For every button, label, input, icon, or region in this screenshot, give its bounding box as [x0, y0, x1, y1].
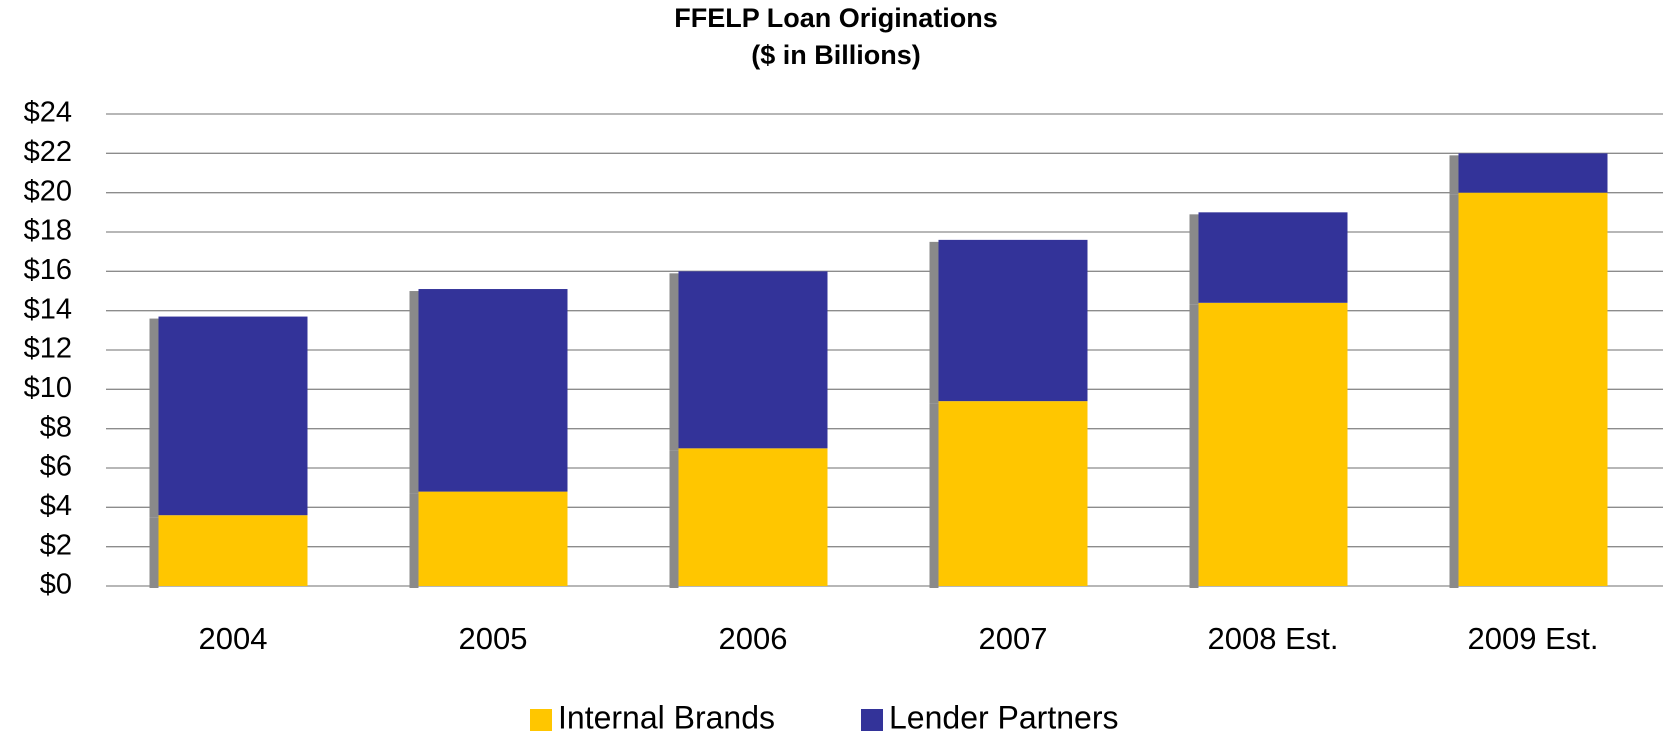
x-tick-label: 2009 Est.: [1468, 621, 1599, 656]
bar-segment: [1198, 302, 1348, 586]
legend-label: Lender Partners: [889, 699, 1118, 735]
legend-swatch: [530, 709, 552, 731]
x-tick-label: 2004: [199, 621, 268, 656]
bar-segment: [418, 289, 568, 492]
x-tick-label: 2005: [459, 621, 528, 656]
bar-shadow: [1449, 155, 1459, 195]
bar-shadow: [149, 517, 159, 588]
bar-segment: [678, 448, 828, 586]
y-tick-label: $10: [24, 372, 72, 404]
bar-segment: [1458, 153, 1608, 193]
bar-shadow: [929, 241, 939, 404]
y-tick-label: $12: [24, 333, 72, 365]
y-tick-label: $0: [40, 569, 72, 601]
bar-shadow: [1449, 194, 1459, 588]
bar-segment: [1198, 212, 1348, 303]
legend-swatch: [861, 709, 883, 731]
bar-segment: [1458, 192, 1608, 586]
bar-shadow: [149, 318, 159, 518]
y-tick-label: $20: [24, 175, 72, 207]
bar-shadow: [929, 403, 939, 588]
y-tick-label: $14: [24, 293, 72, 325]
bar-shadow: [1189, 214, 1199, 305]
y-tick-label: $4: [40, 490, 72, 522]
y-tick-label: $2: [40, 529, 72, 561]
bar-segment: [678, 271, 828, 449]
bar-segment: [938, 401, 1088, 586]
bar-shadow: [669, 450, 679, 588]
bar-shadow: [409, 291, 419, 494]
bar-shadow: [1189, 304, 1199, 588]
bar-shadow: [669, 273, 679, 451]
y-tick-label: $18: [24, 215, 72, 247]
x-tick-label: 2006: [719, 621, 788, 656]
y-tick-label: $8: [40, 411, 72, 443]
bar-segment: [938, 239, 1088, 402]
bar-segment: [158, 316, 308, 516]
y-tick-label: $16: [24, 254, 72, 286]
legend-label: Internal Brands: [558, 699, 775, 735]
bar-shadow: [409, 493, 419, 588]
bar-segment: [418, 491, 568, 586]
chart-title: FFELP Loan Originations: [674, 3, 998, 33]
y-tick-label: $6: [40, 451, 72, 483]
y-tick-label: $24: [24, 97, 72, 129]
x-tick-label: 2007: [979, 621, 1048, 656]
bar-segment: [158, 515, 308, 586]
x-tick-label: 2008 Est.: [1208, 621, 1339, 656]
y-tick-label: $22: [24, 136, 72, 168]
chart-subtitle: ($ in Billions): [751, 40, 921, 70]
